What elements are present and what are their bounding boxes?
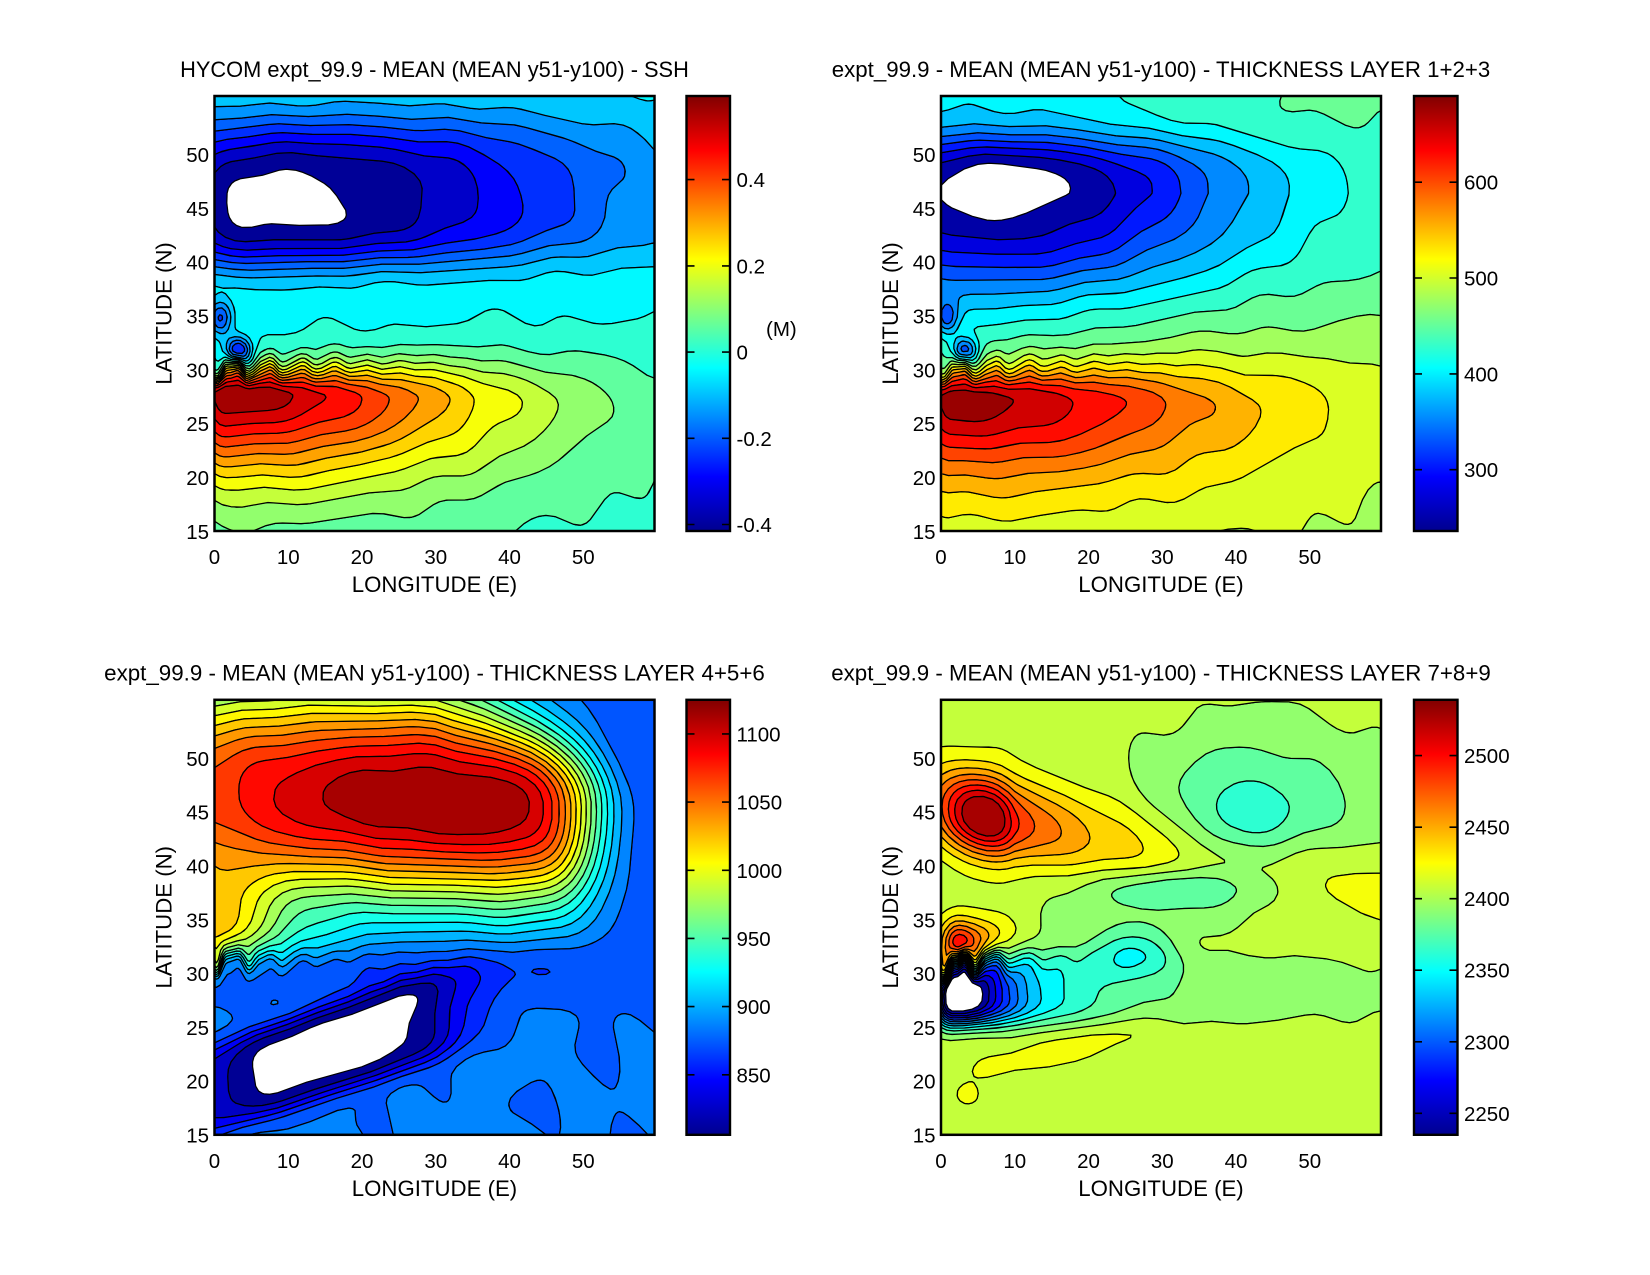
svg-text:35: 35: [913, 909, 936, 932]
svg-text:30: 30: [424, 546, 447, 569]
svg-text:1050: 1050: [737, 792, 783, 815]
svg-text:0.2: 0.2: [737, 255, 766, 278]
svg-text:LATITUDE (N): LATITUDE (N): [878, 242, 903, 385]
svg-text:20: 20: [351, 1150, 374, 1173]
svg-text:25: 25: [913, 413, 936, 436]
svg-text:20: 20: [1077, 546, 1100, 569]
svg-text:400: 400: [1464, 363, 1498, 386]
svg-text:15: 15: [186, 1125, 209, 1148]
svg-text:LONGITUDE (E): LONGITUDE (E): [352, 1176, 517, 1201]
svg-text:600: 600: [1464, 172, 1498, 195]
svg-text:10: 10: [277, 1150, 300, 1173]
svg-text:45: 45: [913, 198, 936, 221]
svg-text:LATITUDE (N): LATITUDE (N): [152, 846, 177, 989]
svg-text:40: 40: [498, 546, 521, 569]
svg-text:expt_99.9 - MEAN (MEAN y51-y10: expt_99.9 - MEAN (MEAN y51-y100) - THICK…: [831, 661, 1491, 686]
svg-text:20: 20: [1077, 1150, 1100, 1173]
svg-text:40: 40: [913, 252, 936, 275]
svg-text:2450: 2450: [1464, 817, 1510, 840]
svg-text:50: 50: [186, 748, 209, 771]
svg-text:1100: 1100: [737, 723, 781, 746]
svg-text:-0.2: -0.2: [737, 428, 772, 451]
svg-text:HYCOM expt_99.9 - MEAN (MEAN y: HYCOM expt_99.9 - MEAN (MEAN y51-y100) -…: [180, 57, 689, 82]
svg-text:35: 35: [186, 909, 209, 932]
svg-text:50: 50: [913, 144, 936, 167]
svg-text:300: 300: [1464, 459, 1498, 482]
svg-text:40: 40: [1225, 1150, 1248, 1173]
svg-text:500: 500: [1464, 268, 1498, 291]
svg-text:expt_99.9 - MEAN (MEAN y51-y10: expt_99.9 - MEAN (MEAN y51-y100) - THICK…: [104, 661, 765, 686]
svg-text:25: 25: [186, 1017, 209, 1040]
svg-text:2250: 2250: [1464, 1103, 1510, 1126]
svg-text:40: 40: [1225, 546, 1248, 569]
svg-text:LONGITUDE (E): LONGITUDE (E): [1078, 1176, 1243, 1201]
svg-text:40: 40: [186, 856, 209, 879]
svg-text:20: 20: [913, 467, 936, 490]
svg-text:40: 40: [186, 252, 209, 275]
svg-text:2300: 2300: [1464, 1031, 1510, 1054]
svg-text:expt_99.9 - MEAN (MEAN y51-y10: expt_99.9 - MEAN (MEAN y51-y100) - THICK…: [832, 57, 1491, 82]
svg-text:50: 50: [572, 546, 595, 569]
svg-text:10: 10: [1003, 546, 1026, 569]
svg-text:35: 35: [186, 306, 209, 329]
svg-text:10: 10: [1003, 1150, 1026, 1173]
svg-text:20: 20: [351, 546, 374, 569]
svg-text:25: 25: [186, 413, 209, 436]
svg-text:2500: 2500: [1464, 745, 1510, 768]
svg-text:0.4: 0.4: [737, 169, 766, 192]
svg-text:30: 30: [186, 963, 209, 986]
svg-text:20: 20: [913, 1071, 936, 1094]
svg-text:1000: 1000: [737, 860, 783, 883]
svg-text:(M): (M): [766, 318, 797, 341]
svg-text:30: 30: [913, 963, 936, 986]
svg-text:45: 45: [913, 802, 936, 825]
svg-text:15: 15: [913, 1125, 936, 1148]
svg-text:15: 15: [913, 521, 936, 544]
svg-text:10: 10: [277, 546, 300, 569]
svg-text:0: 0: [935, 546, 946, 569]
svg-text:50: 50: [913, 748, 936, 771]
svg-text:LONGITUDE (E): LONGITUDE (E): [352, 572, 517, 597]
svg-text:50: 50: [1298, 546, 1321, 569]
svg-text:0: 0: [209, 546, 220, 569]
svg-text:30: 30: [1151, 546, 1174, 569]
svg-text:50: 50: [572, 1150, 595, 1173]
svg-text:45: 45: [186, 198, 209, 221]
svg-text:0: 0: [209, 1150, 220, 1173]
svg-text:45: 45: [186, 802, 209, 825]
svg-text:LATITUDE (N): LATITUDE (N): [878, 846, 903, 989]
svg-text:20: 20: [186, 1071, 209, 1094]
svg-text:0: 0: [737, 342, 748, 365]
svg-text:850: 850: [737, 1064, 771, 1087]
svg-text:0: 0: [935, 1150, 946, 1173]
svg-text:20: 20: [186, 467, 209, 490]
svg-text:30: 30: [424, 1150, 447, 1173]
svg-text:50: 50: [186, 144, 209, 167]
svg-text:900: 900: [737, 996, 771, 1019]
svg-text:LATITUDE (N): LATITUDE (N): [152, 242, 177, 385]
svg-text:40: 40: [498, 1150, 521, 1173]
svg-text:2350: 2350: [1464, 960, 1510, 983]
svg-text:LONGITUDE (E): LONGITUDE (E): [1078, 572, 1243, 597]
svg-text:25: 25: [913, 1017, 936, 1040]
svg-text:40: 40: [913, 856, 936, 879]
svg-text:30: 30: [186, 359, 209, 382]
svg-text:950: 950: [737, 928, 771, 951]
svg-text:30: 30: [1151, 1150, 1174, 1173]
svg-text:-0.4: -0.4: [737, 514, 772, 537]
svg-text:35: 35: [913, 306, 936, 329]
svg-text:50: 50: [1298, 1150, 1321, 1173]
svg-text:30: 30: [913, 359, 936, 382]
svg-text:15: 15: [186, 521, 209, 544]
svg-text:2400: 2400: [1464, 888, 1510, 911]
